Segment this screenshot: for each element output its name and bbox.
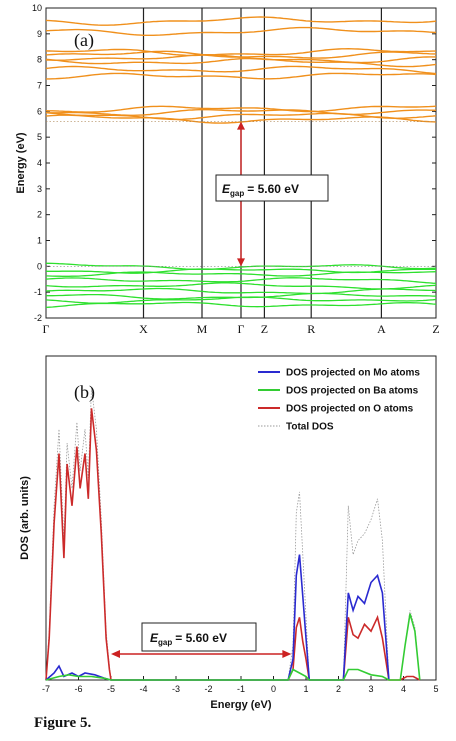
conduction-band xyxy=(46,109,437,116)
gap-label-box xyxy=(215,174,329,202)
valence-band xyxy=(45,296,437,304)
ytick-label: 6 xyxy=(37,106,42,116)
gap-label-box-b xyxy=(141,622,257,652)
xtick-label: 1 xyxy=(303,684,308,694)
gap-symbol: E xyxy=(222,182,231,196)
gap-arrow-head-left xyxy=(111,650,120,658)
kpoint-label: R xyxy=(307,322,315,336)
ytick-label: 4 xyxy=(37,158,42,168)
dos-panel: -7 -6 -5 -4 -3 -2 -1 0 1 2 3 4 5 (b) DOS (arb. units… xyxy=(19,355,439,711)
conduction-band xyxy=(45,105,437,113)
kpoint-label: Z xyxy=(432,322,439,336)
valence-band xyxy=(46,262,437,271)
ytick-label: 5 xyxy=(37,132,42,142)
ytick-label: 0 xyxy=(37,261,42,271)
xtick-label: -2 xyxy=(204,684,212,694)
ytick-label: 9 xyxy=(37,29,42,39)
gap-arrow-head-down xyxy=(237,258,245,267)
ba-dos-line xyxy=(45,613,421,681)
legend-entry: DOS projected on Ba atoms xyxy=(286,386,419,397)
ytick-label: 8 xyxy=(37,55,42,65)
panel-a-ylabel: Energy (eV) xyxy=(15,132,27,193)
xtick-label: -7 xyxy=(42,684,50,694)
xtick-label: -4 xyxy=(139,684,147,694)
xtick-label: 4 xyxy=(401,684,406,694)
band-structure-panel: -2 -1 0 1 2 3 4 5 6 7 8 9 10 Γ X M Γ Z R A Z (a) Energy (eV… xyxy=(15,3,440,336)
valence-band xyxy=(45,282,437,290)
gap-symbol: E xyxy=(150,631,159,645)
xtick-label: -5 xyxy=(107,684,115,694)
gap-annotation-a: Egap = 5.60 eV xyxy=(215,121,329,267)
kpoint-label: M xyxy=(197,322,208,336)
kpoint-label: A xyxy=(377,322,386,336)
gap-arrow-head-up xyxy=(237,121,245,130)
y-ticks: -2 -1 0 1 2 3 4 5 6 7 8 9 10 xyxy=(32,3,436,323)
ytick-label: 7 xyxy=(37,81,42,91)
conduction-band xyxy=(46,72,437,80)
gap-label: Egap = 5.60 eV xyxy=(222,182,299,198)
ytick-label: 2 xyxy=(37,210,42,220)
ytick-label: 10 xyxy=(32,3,42,13)
panel-a-label: (a) xyxy=(74,30,94,51)
conduction-band xyxy=(45,111,437,121)
x-ticks-b: -7 -6 -5 -4 -3 -2 -1 0 1 2 3 4 5 xyxy=(42,676,439,694)
conduction-band xyxy=(45,47,436,57)
figure-caption: Figure 5. xyxy=(34,715,92,731)
conduction-band xyxy=(45,50,436,59)
conduction-band xyxy=(45,26,437,36)
gap-subscript: gap xyxy=(158,638,172,647)
conduction-band xyxy=(45,16,437,26)
valence-band xyxy=(45,287,437,295)
panel-b-label: (b) xyxy=(74,382,95,403)
gap-value: = 5.60 eV xyxy=(175,631,227,645)
legend-entry: DOS projected on Mo atoms xyxy=(286,368,420,379)
xtick-label: -6 xyxy=(74,684,82,694)
gap-arrow-head-right xyxy=(282,650,292,658)
legend-entry: Total DOS xyxy=(286,422,334,433)
panel-b-xlabel: Energy (eV) xyxy=(210,699,271,711)
dos-curves xyxy=(45,387,421,681)
valence-band xyxy=(45,271,437,277)
panel-b-ylabel: DOS (arb. units) xyxy=(19,476,31,560)
valence-band xyxy=(45,277,437,284)
ytick-label: 3 xyxy=(37,184,42,194)
xtick-label: -1 xyxy=(237,684,245,694)
xtick-label: 3 xyxy=(368,684,373,694)
xtick-label: -3 xyxy=(172,684,180,694)
ytick-label: 1 xyxy=(37,236,42,246)
gap-subscript: gap xyxy=(230,189,244,198)
xtick-label: 0 xyxy=(271,684,276,694)
gap-label-b: Egap = 5.60 eV xyxy=(150,631,227,647)
legend-entry: DOS projected on O atoms xyxy=(286,404,414,415)
total-dos-line xyxy=(45,387,421,681)
gap-annotation-b: Egap = 5.60 eV xyxy=(111,622,292,658)
gap-value: = 5.60 eV xyxy=(247,182,299,196)
ytick-label: -1 xyxy=(34,287,42,297)
kpoint-label: Γ xyxy=(238,322,245,336)
mo-dos-line xyxy=(45,554,390,681)
kpoint-label: Z xyxy=(261,322,268,336)
valence-band xyxy=(45,301,437,309)
conduction-band xyxy=(45,57,437,68)
legend: DOS projected on Mo atoms DOS projected o… xyxy=(258,368,420,433)
xtick-label: 2 xyxy=(336,684,341,694)
kpoint-label: X xyxy=(139,322,148,336)
xtick-label: 5 xyxy=(433,684,438,694)
conduction-band xyxy=(45,65,437,75)
ytick-label: -2 xyxy=(34,313,42,323)
bands xyxy=(45,16,437,309)
kpoint-label: Γ xyxy=(43,322,50,336)
